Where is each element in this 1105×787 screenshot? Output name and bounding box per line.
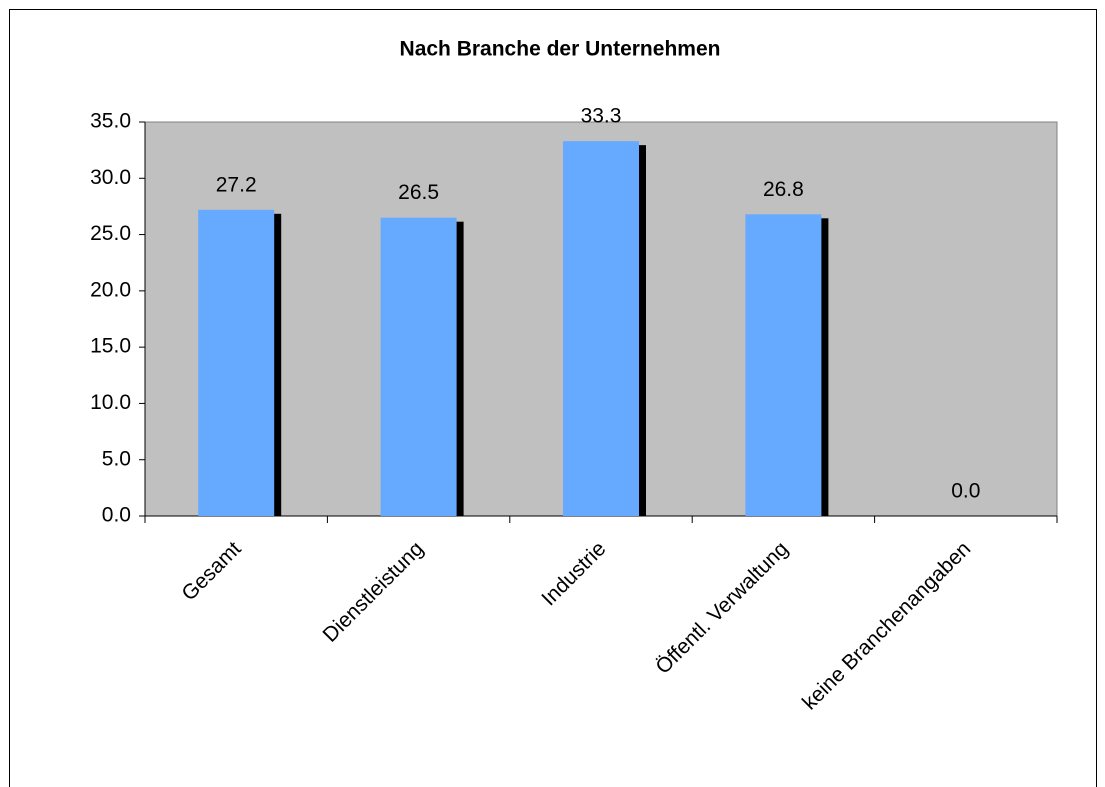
data-label: 26.5 bbox=[398, 181, 439, 204]
y-tick-label: 35.0 bbox=[90, 110, 131, 133]
y-tick-label: 30.0 bbox=[90, 166, 131, 189]
data-label: 0.0 bbox=[951, 480, 980, 503]
bar bbox=[563, 141, 639, 516]
y-tick-label: 25.0 bbox=[90, 222, 131, 245]
bar bbox=[380, 217, 457, 516]
y-tick-label: 5.0 bbox=[102, 447, 131, 470]
data-label: 33.3 bbox=[581, 105, 622, 128]
y-tick-label: 10.0 bbox=[90, 391, 131, 414]
chart-title: Nach Branche der Unternehmen bbox=[400, 38, 721, 61]
y-tick-label: 20.0 bbox=[90, 278, 131, 301]
bar bbox=[745, 214, 822, 516]
bar bbox=[198, 209, 275, 516]
data-label: 26.8 bbox=[763, 178, 804, 201]
y-tick-label: 0.0 bbox=[102, 504, 131, 527]
y-tick-label: 15.0 bbox=[90, 335, 131, 358]
data-label: 27.2 bbox=[216, 173, 257, 196]
